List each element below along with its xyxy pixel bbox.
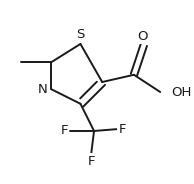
Text: N: N	[38, 83, 48, 96]
Text: F: F	[87, 155, 95, 168]
Text: O: O	[137, 30, 147, 43]
Text: S: S	[76, 28, 85, 41]
Text: F: F	[119, 123, 126, 136]
Text: OH: OH	[171, 86, 191, 98]
Text: F: F	[60, 124, 68, 137]
